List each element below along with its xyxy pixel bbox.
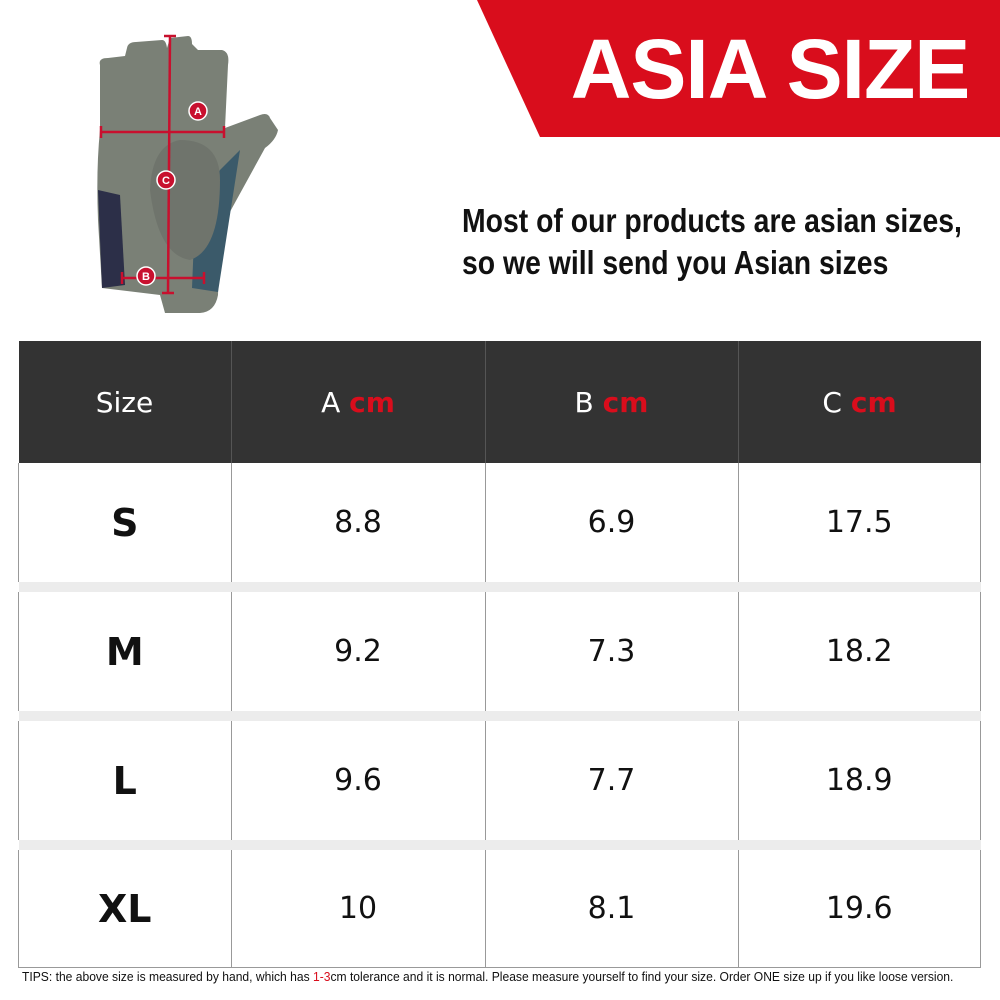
b-cell: 7.3 — [484, 592, 738, 711]
a-cell: 9.6 — [230, 721, 485, 840]
svg-text:C: C — [162, 175, 170, 187]
c-cell: 18.9 — [737, 721, 981, 840]
c-cell: 17.5 — [737, 463, 981, 582]
a-cell: 8.8 — [230, 463, 485, 582]
size-table: Size A cm B cm C cm S 8.8 6.9 17.5 M 9.2… — [18, 341, 981, 968]
tips-text: TIPS: the above size is measured by hand… — [22, 969, 954, 984]
table-row: S 8.8 6.9 17.5 — [18, 463, 981, 582]
marker-b: B — [136, 266, 156, 286]
row-separator — [18, 840, 981, 850]
size-cell: L — [18, 721, 231, 840]
size-cell: M — [18, 592, 231, 711]
banner-title: ASIA SIZE — [570, 22, 971, 116]
glove-measurement-image: A B C — [97, 34, 278, 313]
b-cell: 7.7 — [484, 721, 738, 840]
svg-text:B: B — [142, 271, 150, 283]
marker-a: A — [188, 101, 208, 121]
size-cell: XL — [18, 850, 231, 968]
size-note: Most of our products are asian sizes, so… — [462, 200, 962, 284]
b-cell: 6.9 — [484, 463, 738, 582]
marker-c: C — [156, 170, 176, 190]
a-cell: 9.2 — [230, 592, 485, 711]
header-b: B cm — [484, 341, 738, 463]
c-cell: 19.6 — [737, 850, 981, 968]
row-separator — [18, 582, 981, 592]
note-line-1: Most of our products are asian sizes, — [462, 202, 962, 239]
table-header-row: Size A cm B cm C cm — [18, 341, 981, 463]
size-cell: S — [18, 463, 231, 582]
header-size: Size — [18, 341, 231, 463]
table-row: L 9.6 7.7 18.9 — [18, 721, 981, 840]
banner — [477, 0, 1000, 137]
header-a: A cm — [230, 341, 485, 463]
b-cell: 8.1 — [484, 850, 738, 968]
table-row: XL 10 8.1 19.6 — [18, 850, 981, 968]
row-separator — [18, 711, 981, 721]
header-c: C cm — [737, 341, 981, 463]
a-cell: 10 — [230, 850, 485, 968]
svg-text:A: A — [194, 106, 202, 118]
note-line-2: so we will send you Asian sizes — [462, 244, 889, 281]
table-row: M 9.2 7.3 18.2 — [18, 592, 981, 711]
c-cell: 18.2 — [737, 592, 981, 711]
